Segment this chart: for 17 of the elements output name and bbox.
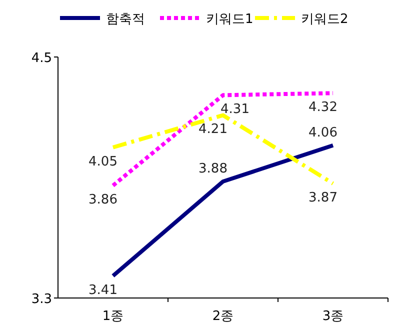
legend-label: 키워드1 [206,12,254,27]
legend-label: 키워드2 [301,12,348,27]
x-tick-label: 2종 [212,309,234,324]
y-tick-label: 4.5 [31,51,52,66]
data-label: 4.05 [88,154,118,170]
legend-label: 함축적 [106,12,145,27]
x-tick-label: 1종 [102,309,124,324]
data-label: 4.31 [220,102,250,118]
data-label: 4.06 [308,125,338,140]
data-label: 4.32 [308,100,338,116]
data-label: 3.86 [88,192,118,208]
y-tick-label: 3.3 [31,292,52,307]
data-label: 3.87 [308,190,338,206]
x-tick-label: 3종 [322,309,344,324]
data-label: 3.88 [198,162,228,177]
data-label: 4.21 [198,122,228,138]
data-label: 3.41 [88,282,118,298]
